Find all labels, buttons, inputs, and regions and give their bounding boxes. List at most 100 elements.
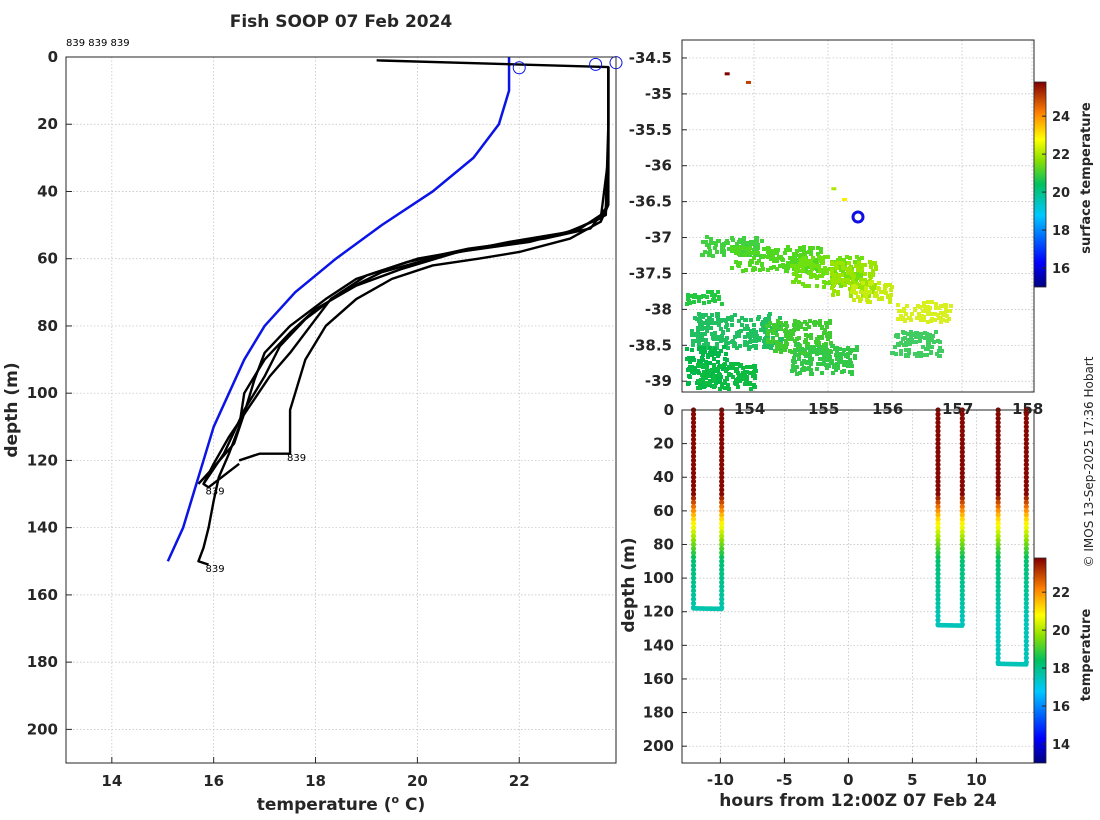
map-sst-pixel bbox=[848, 256, 852, 260]
section-point bbox=[690, 483, 697, 489]
map-sst-pixel bbox=[795, 249, 799, 253]
map-sst-pixel bbox=[693, 333, 697, 337]
map-sst-pixel bbox=[766, 324, 770, 328]
section-point bbox=[959, 466, 965, 472]
map-sst-pixel bbox=[848, 358, 852, 362]
map-sst-pixel bbox=[833, 347, 837, 351]
map-sst-pixel bbox=[919, 354, 923, 358]
map-sst-pixel bbox=[775, 342, 779, 346]
section-point bbox=[719, 415, 725, 422]
map-sst-pixel bbox=[797, 353, 801, 357]
section-point bbox=[935, 504, 941, 510]
map-sst-pixel bbox=[703, 321, 707, 325]
map-sst-pixel bbox=[833, 273, 837, 277]
map-sst-pixel bbox=[813, 323, 817, 327]
map-sst-pixel bbox=[890, 285, 894, 289]
map-sst-pixel bbox=[863, 272, 867, 276]
map-sst-pixel bbox=[882, 290, 886, 294]
section-point bbox=[690, 529, 697, 535]
map-sst-pixel bbox=[803, 253, 807, 257]
map-sst-pixel bbox=[710, 318, 714, 322]
map-sst-pixel bbox=[812, 264, 816, 268]
map-sst-pixel bbox=[786, 261, 790, 265]
map-sst-pixel bbox=[799, 325, 803, 329]
map-sst-pixel bbox=[824, 268, 828, 272]
section-point bbox=[995, 596, 1001, 602]
map-sst-pixel bbox=[830, 359, 834, 363]
section-point bbox=[959, 487, 965, 493]
map-sst-pixel bbox=[690, 329, 694, 333]
map-sst-pixel bbox=[792, 323, 796, 327]
map-sst-pixel bbox=[772, 326, 776, 330]
map-sst-pixel bbox=[724, 339, 728, 343]
section-point bbox=[995, 432, 1001, 438]
map-sst-pixel bbox=[782, 265, 786, 269]
map-sst-pixel bbox=[783, 344, 787, 348]
map-sst-pixel bbox=[775, 251, 779, 255]
section-point bbox=[690, 596, 697, 602]
map-sst-pixel bbox=[825, 325, 829, 329]
section-point bbox=[690, 415, 697, 422]
section-point bbox=[1023, 520, 1029, 527]
map-sst-pixel bbox=[709, 241, 713, 245]
map-sst-pixel bbox=[717, 297, 721, 301]
section-point bbox=[995, 462, 1001, 468]
map-colorbar-label: surface temperature bbox=[1079, 102, 1094, 254]
map-sst-pixel bbox=[818, 323, 822, 327]
map-sst-pixel bbox=[716, 239, 720, 243]
map-ytick-label: -34.5 bbox=[629, 49, 672, 67]
map-sst-pixel bbox=[784, 328, 788, 332]
map-sst-pixel bbox=[716, 319, 720, 323]
section-point bbox=[719, 491, 725, 497]
map-sst-pixel bbox=[734, 260, 738, 264]
map-sst-pixel bbox=[698, 316, 702, 320]
map-sst-pixel bbox=[794, 260, 798, 264]
map-sst-pixel bbox=[737, 252, 741, 256]
section-point bbox=[690, 457, 697, 464]
map-sst-pixel bbox=[761, 267, 765, 271]
section-point bbox=[1023, 445, 1029, 451]
section-point bbox=[719, 487, 725, 493]
map-sst-pixel bbox=[692, 339, 696, 343]
map-ticks: -34.5 -35 -35.5 -36 -36.5 -37 -37.5 -38 -38.5 -39… bbox=[629, 49, 1044, 418]
map-sst-pixel bbox=[772, 331, 776, 335]
section-point bbox=[1023, 541, 1029, 548]
map-sst-pixel bbox=[822, 285, 826, 289]
section-point bbox=[690, 432, 697, 438]
map-sst-pixel bbox=[802, 368, 806, 372]
map-sst-pixel bbox=[842, 348, 846, 352]
map-sst-pixel bbox=[859, 297, 863, 301]
map-sst-pixel bbox=[729, 366, 733, 370]
profile-ytick-label: 40 bbox=[37, 182, 58, 200]
section-point bbox=[959, 567, 965, 573]
map-sst-pixel bbox=[720, 318, 724, 322]
map-sst-pixel bbox=[821, 268, 825, 272]
section-point bbox=[719, 516, 725, 522]
map-sst-pixel bbox=[931, 334, 935, 338]
section-ytick-label: 0 bbox=[664, 401, 674, 419]
map-sst-pixel bbox=[699, 360, 703, 364]
section-point bbox=[719, 420, 725, 426]
profile-gridlines bbox=[66, 56, 616, 763]
map-sst-pixel bbox=[916, 304, 920, 308]
map-sst-pixel bbox=[917, 312, 921, 316]
map-sst-pixel bbox=[919, 332, 923, 336]
map-sst-pixel bbox=[923, 305, 927, 309]
section-point bbox=[690, 453, 697, 459]
section-point bbox=[690, 449, 697, 455]
section-point bbox=[1023, 604, 1029, 611]
map-sst-pixel bbox=[857, 275, 861, 279]
map-sst-pixel bbox=[740, 323, 744, 327]
map-sst-pixel bbox=[921, 345, 925, 349]
map-sst-pixel bbox=[771, 338, 775, 342]
map-sst-pixel bbox=[760, 239, 764, 243]
profile-axes-box bbox=[65, 56, 617, 764]
map-sst-pixel bbox=[841, 281, 845, 285]
map-sst-pixel bbox=[919, 351, 923, 355]
map-sst-pixel bbox=[775, 333, 779, 337]
map-sst-pixel bbox=[710, 290, 714, 294]
section-point bbox=[690, 462, 697, 468]
section-point bbox=[935, 525, 941, 531]
section-ytick-label: 180 bbox=[643, 704, 674, 722]
section-point bbox=[995, 436, 1001, 443]
